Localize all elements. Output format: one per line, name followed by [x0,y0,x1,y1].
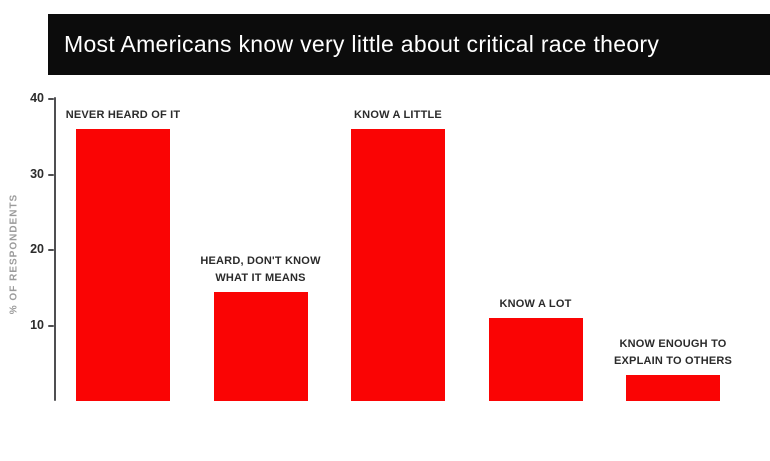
bar-label-line: KNOW ENOUGH TO [619,337,727,350]
bar-label: KNOW ENOUGH TO EXPLAIN TO OTHERS [614,336,732,370]
bar-label-line: KNOW A LOT [499,297,572,310]
bar [76,129,170,401]
bar-group: KNOW A LOT [488,296,583,401]
y-tick-mark [48,98,54,100]
bar-group: KNOW ENOUGH TO EXPLAIN TO OTHERS [614,336,732,401]
bar-label: NEVER HEARD OF IT [66,107,181,124]
bar-group: HEARD, DON'T KNOW WHAT IT MEANS [200,253,320,401]
bar [488,317,583,401]
y-tick-label: 40 [30,91,44,105]
chart-title-banner: Most Americans know very little about cr… [48,14,770,75]
y-tick-label: 30 [30,166,44,181]
bar-label-line: KNOW A LITTLE [354,109,442,122]
bar-label: HEARD, DON'T KNOW WHAT IT MEANS [200,253,320,287]
bar-group: NEVER HEARD OF IT [66,107,180,401]
y-tick-mark [48,249,54,251]
y-tick-mark [48,324,54,327]
bar-label-line: HEARD, DON'T KNOW [200,254,321,267]
y-axis-line [54,97,56,401]
y-tick-mark [48,173,54,176]
y-tick-label: 10 [30,317,44,332]
chart-title: Most Americans know very little about cr… [64,31,660,57]
bar [626,374,720,401]
bar-label-line: WHAT IT MEANS [215,271,306,284]
bar [213,291,308,401]
bar-label: KNOW A LOT [499,296,571,313]
bar-label: KNOW A LITTLE [354,107,442,124]
y-tick-label: 20 [30,242,44,256]
bar-label-line: NEVER HEARD OF IT [65,109,181,122]
bar-label-line: EXPLAIN TO OTHERS [613,354,733,367]
bar-group: KNOW A LITTLE [351,107,445,401]
bar [351,129,445,401]
